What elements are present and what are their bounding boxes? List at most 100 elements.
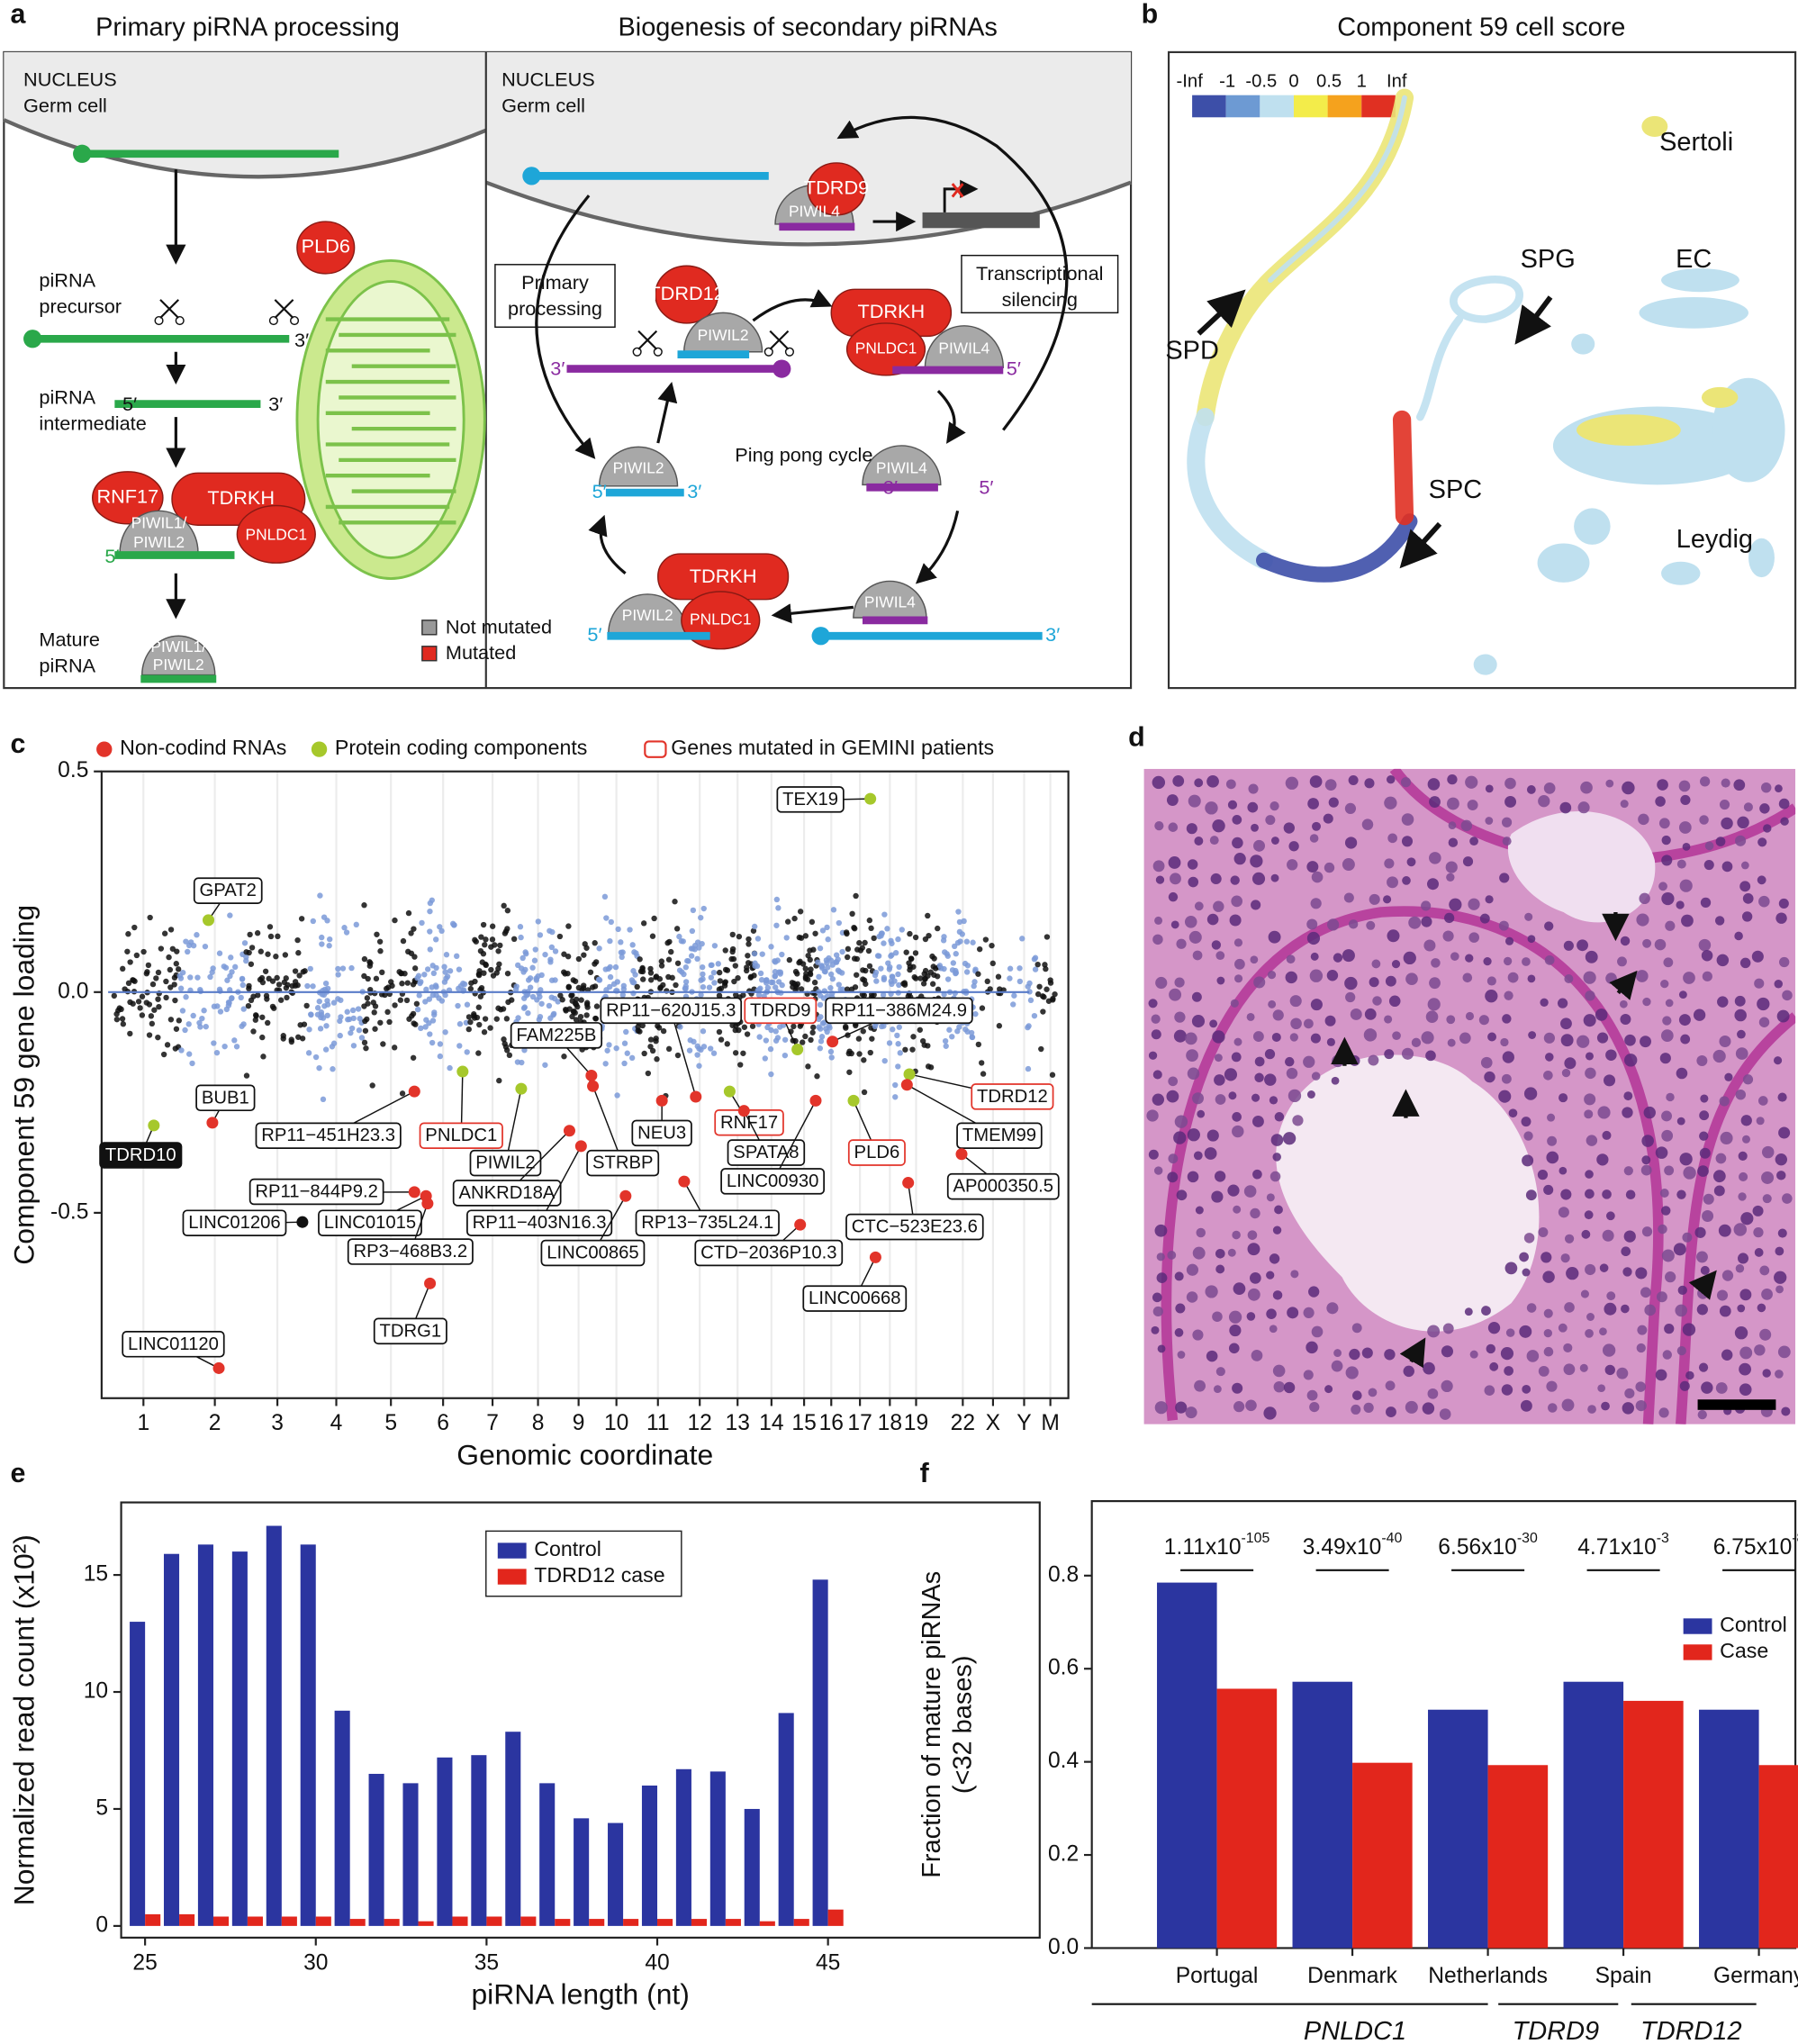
- nucleus-dot: [1324, 1385, 1333, 1394]
- background-dot: [866, 963, 873, 970]
- background-dot: [329, 1044, 336, 1050]
- background-dot: [478, 934, 484, 940]
- background-dot: [118, 1006, 124, 1013]
- background-dot: [377, 948, 384, 954]
- nucleus-dot: [1753, 1226, 1764, 1238]
- background-dot: [430, 970, 438, 977]
- nucleus-dot: [1538, 795, 1550, 808]
- nucleus-dot: [1643, 1106, 1656, 1119]
- background-dot: [1038, 1045, 1044, 1053]
- background-dot: [527, 984, 534, 990]
- nucleus-dot: [1272, 1009, 1284, 1021]
- nucleus-dot: [1778, 898, 1789, 909]
- label-box: [510, 1022, 603, 1049]
- bar: [608, 1822, 624, 1926]
- nucleus-dot: [1232, 814, 1242, 825]
- background-dot: [827, 971, 835, 978]
- background-dot: [710, 1050, 718, 1056]
- nucleus-dot: [1447, 1038, 1456, 1047]
- background-dot: [808, 1036, 814, 1044]
- background-dot: [571, 1008, 577, 1015]
- background-dot: [791, 915, 798, 922]
- nucleus-dot: [1448, 837, 1459, 847]
- point-label: LINC00865: [547, 1243, 638, 1262]
- nucleus-dot: [1401, 1047, 1414, 1060]
- background-dot: [953, 951, 959, 957]
- background-dot: [335, 996, 341, 1002]
- nucleus-dot: [1735, 1089, 1747, 1100]
- nucleus-dot: [1177, 1351, 1186, 1359]
- nucleus-dot: [1269, 801, 1279, 811]
- background-dot: [431, 1009, 438, 1016]
- nucleus-dot: [1560, 1253, 1570, 1263]
- background-dot: [518, 934, 524, 941]
- bar: [163, 1553, 180, 1926]
- bar: [315, 1916, 331, 1926]
- background-dot: [925, 912, 931, 919]
- label-box: [255, 1122, 402, 1150]
- nucleus-dot: [1661, 1249, 1675, 1262]
- nucleus-dot: [1361, 819, 1374, 830]
- bar: [418, 1921, 434, 1926]
- nucleus-dot: [1762, 1194, 1772, 1204]
- background-dot: [817, 1001, 824, 1008]
- nucleus-dot: [1602, 1189, 1612, 1199]
- nucleus-dot: [1777, 1228, 1787, 1238]
- nucleus-dot: [1154, 1401, 1168, 1415]
- nucleus-dot: [1580, 781, 1593, 794]
- background-dot: [263, 992, 270, 999]
- point: [202, 914, 215, 927]
- nucleus-dot: [1504, 777, 1516, 790]
- nucleus-dot: [1429, 796, 1441, 808]
- nucleus-dot: [1673, 1243, 1686, 1256]
- background-dot: [819, 927, 827, 934]
- nucleus-dot: [1213, 900, 1224, 912]
- background-dot: [404, 980, 411, 986]
- background-dot: [487, 1025, 493, 1031]
- background-dot: [596, 945, 602, 952]
- point-label: RP3−468B3.2: [354, 1242, 468, 1262]
- p-value-base: 4.71x10: [1577, 1535, 1657, 1560]
- background-dot: [399, 1090, 406, 1097]
- nucleus-dot: [1680, 794, 1691, 806]
- panel-letter: f: [920, 1458, 930, 1488]
- diagram-label: Transcriptional: [976, 262, 1103, 285]
- nucleus-dot: [1543, 1308, 1553, 1318]
- nucleus-dot: [1384, 1015, 1393, 1024]
- bar: [641, 1785, 658, 1926]
- label-box: [744, 997, 818, 1025]
- nucleus-dot: [1761, 1171, 1775, 1184]
- background-dot: [649, 1047, 656, 1054]
- nucleus-dot: [1401, 836, 1414, 847]
- background-dot: [583, 945, 590, 951]
- diagram-label: piRNA: [39, 655, 95, 677]
- cell-cluster: [1701, 386, 1739, 408]
- background-dot: [717, 978, 724, 984]
- nucleus-dot: [1543, 1346, 1554, 1357]
- background-dot: [426, 1020, 432, 1027]
- background-dot: [295, 1034, 302, 1040]
- background-dot: [853, 1022, 859, 1029]
- diagram-shape: [752, 289, 833, 322]
- nucleus-dot: [1333, 1349, 1342, 1357]
- nucleus-dot: [1326, 1302, 1339, 1315]
- background-dot: [172, 997, 178, 1004]
- group-label: PNLDC1: [1304, 2017, 1406, 2044]
- background-dot: [481, 1029, 488, 1036]
- background-dot: [860, 1028, 866, 1035]
- background-dot: [304, 982, 311, 990]
- background-dot: [581, 982, 587, 989]
- nucleus-dot: [1677, 1285, 1687, 1296]
- background-dot: [698, 977, 704, 983]
- background-dot: [509, 997, 515, 1003]
- nucleus-dot: [1662, 1350, 1672, 1360]
- nucleus-dot: [1215, 1094, 1226, 1105]
- nucleus-dot: [1246, 1312, 1256, 1321]
- background-dot: [808, 966, 814, 972]
- point: [794, 1218, 807, 1231]
- bar: [266, 1525, 282, 1926]
- lumen: [1507, 810, 1656, 923]
- nucleus-dot: [1446, 873, 1455, 882]
- background-dot: [956, 928, 963, 936]
- background-dot: [963, 938, 971, 945]
